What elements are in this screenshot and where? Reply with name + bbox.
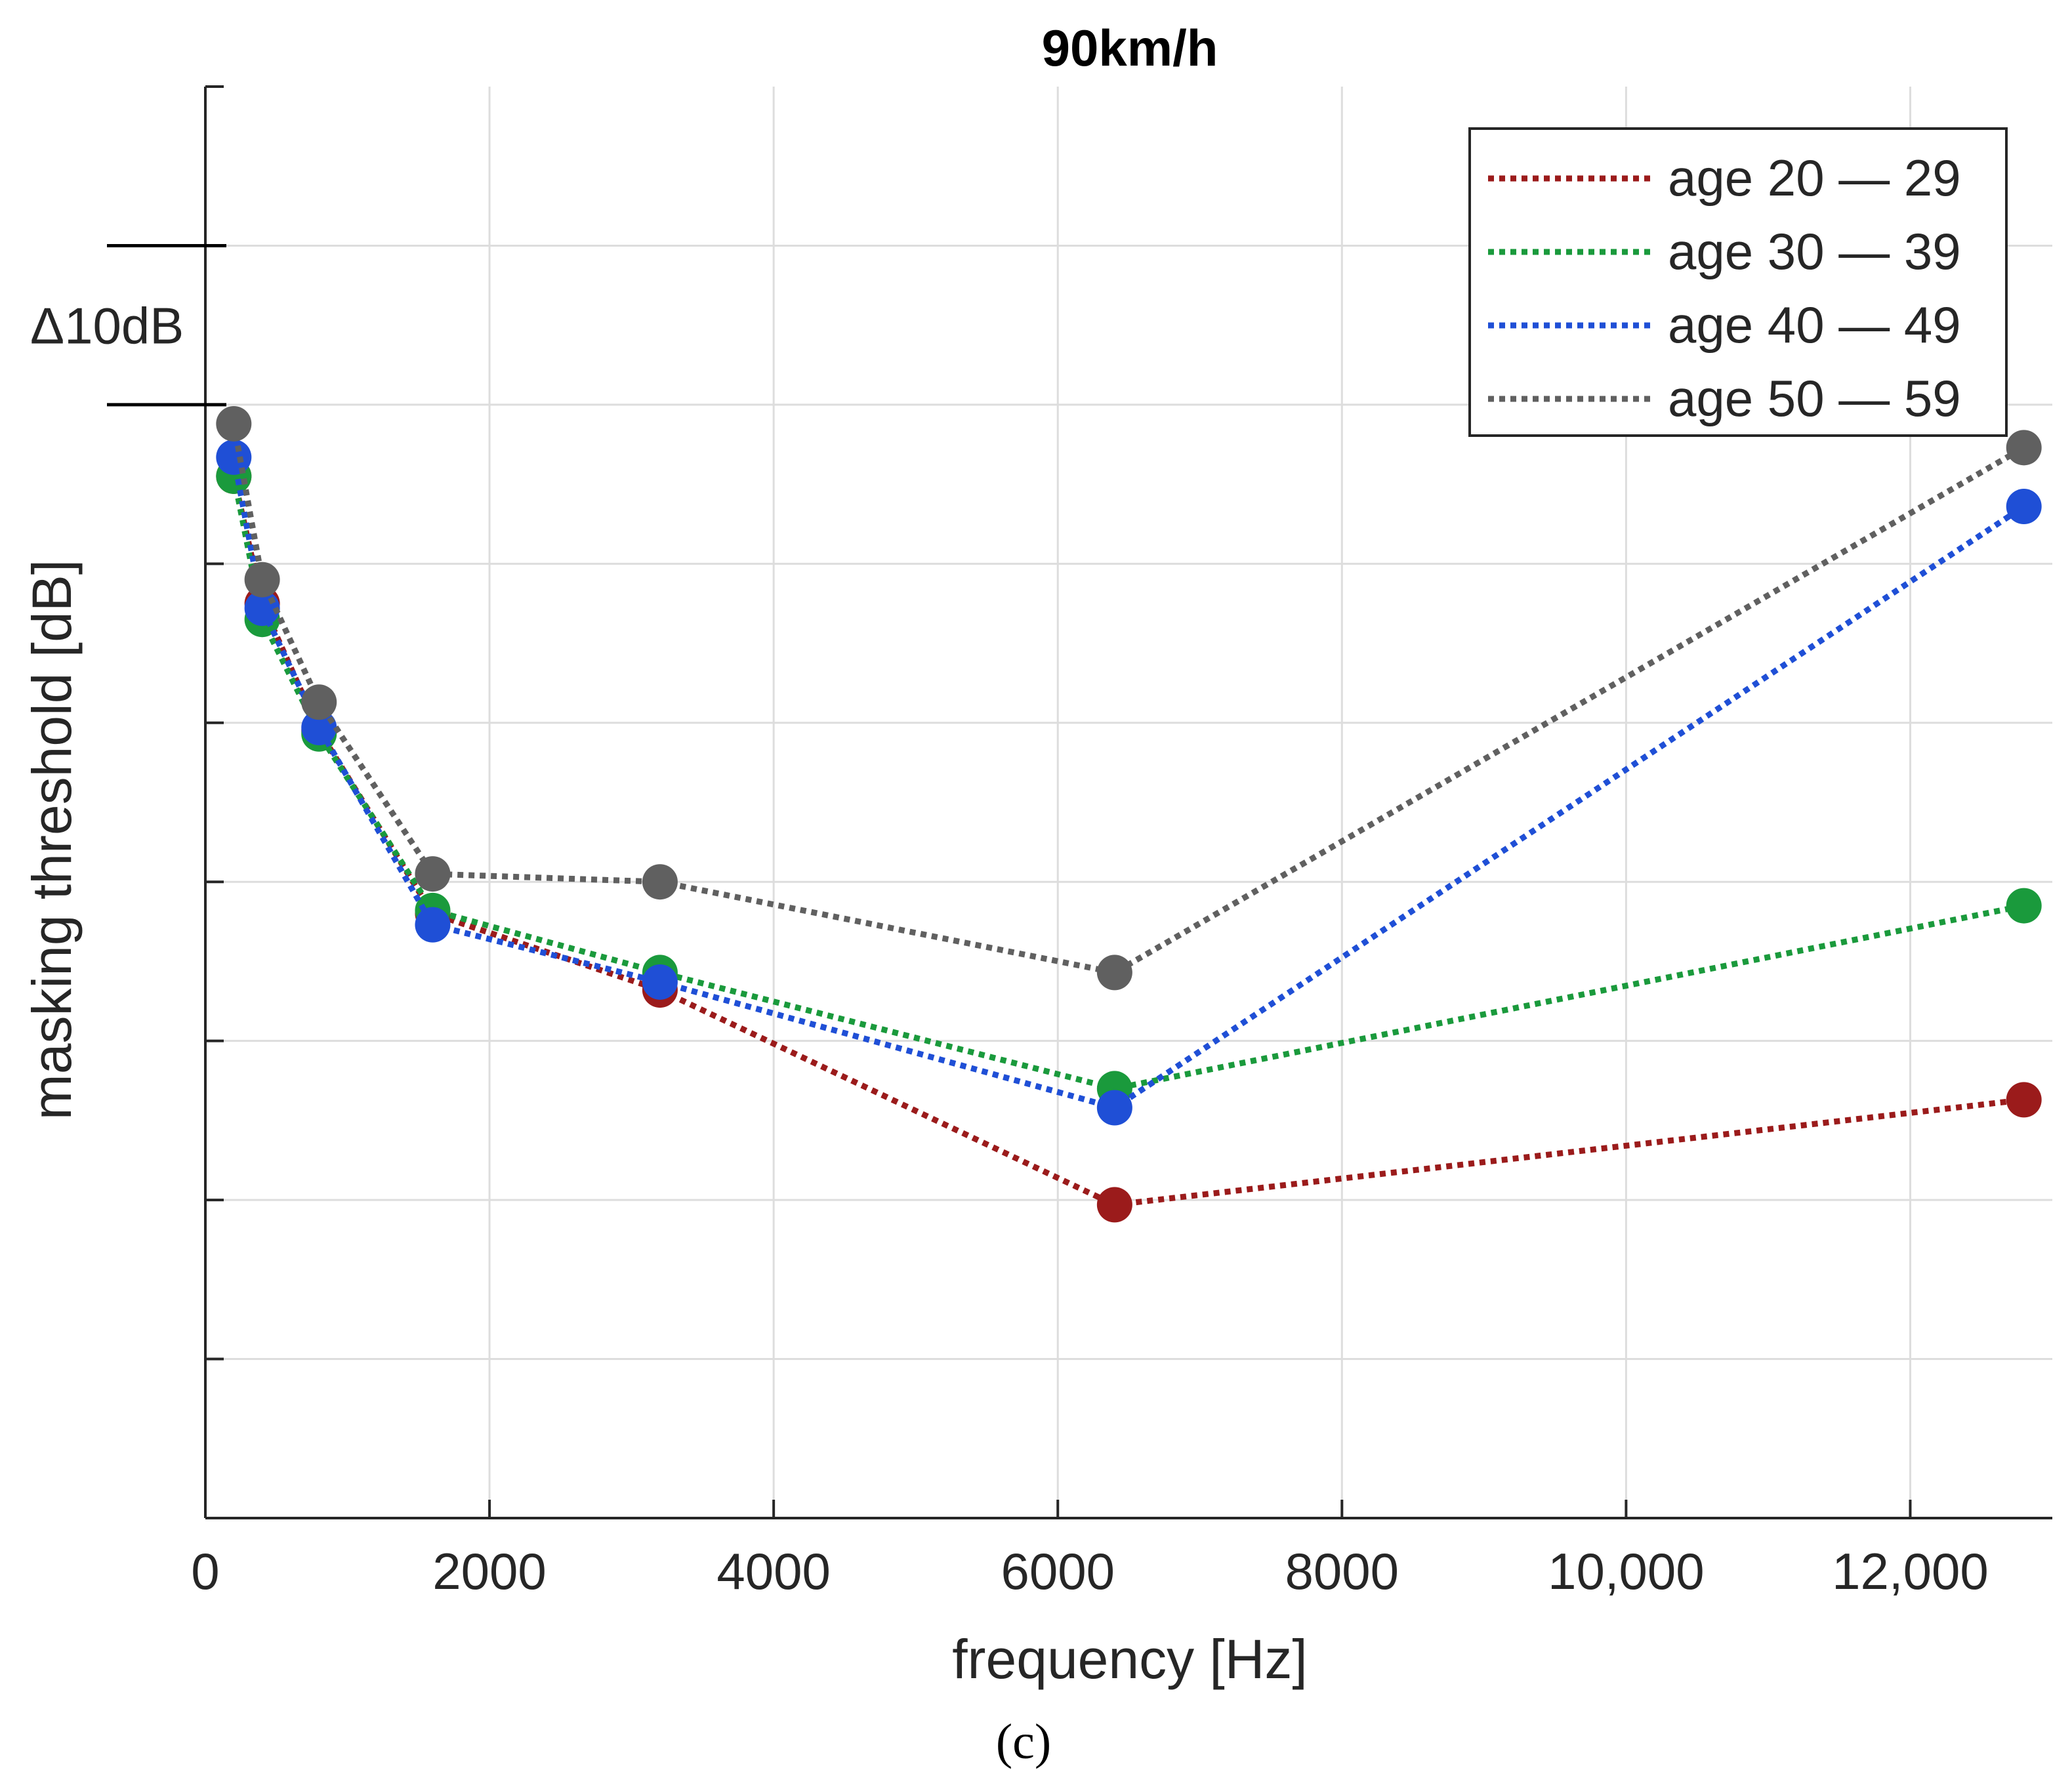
data-point bbox=[244, 562, 280, 598]
data-point bbox=[415, 907, 451, 943]
data-point bbox=[415, 856, 451, 892]
data-point bbox=[642, 964, 678, 1000]
x-tick-label: 10,000 bbox=[1548, 1542, 1705, 1600]
y-axis-label: masking threshold [dB] bbox=[21, 560, 83, 1120]
x-tick-label: 4000 bbox=[716, 1542, 831, 1600]
x-tick-label: 0 bbox=[191, 1542, 219, 1600]
x-tick-label: 2000 bbox=[432, 1542, 547, 1600]
scale-bar: Δ10dB bbox=[30, 243, 226, 407]
figure-caption: (c) bbox=[996, 1714, 1051, 1769]
tick-labels: 0 2000 4000 6000 8000 10,000 12,000 bbox=[191, 1542, 1988, 1600]
data-point bbox=[301, 684, 337, 720]
x-tick-label: 12,000 bbox=[1832, 1542, 1989, 1600]
data-point bbox=[642, 864, 678, 900]
data-point bbox=[1096, 1187, 1132, 1223]
data-point bbox=[301, 710, 337, 746]
axes bbox=[204, 85, 2052, 1519]
series-layer bbox=[216, 405, 2042, 1223]
data-point bbox=[216, 405, 252, 442]
data-point bbox=[1096, 955, 1132, 991]
x-tick-label: 8000 bbox=[1285, 1542, 1399, 1600]
data-point bbox=[2006, 430, 2042, 466]
data-point bbox=[2006, 888, 2042, 924]
data-point bbox=[2006, 489, 2042, 525]
legend-entry: age 40 — 49 bbox=[1668, 296, 1961, 354]
legend-entry: age 30 — 39 bbox=[1668, 222, 1961, 280]
legend: age 20 — 29 age 30 — 39 age 40 — 49 age 50 … bbox=[1468, 127, 2008, 437]
data-point bbox=[216, 439, 252, 475]
legend-entry: age 50 — 59 bbox=[1668, 369, 1961, 427]
x-tick-label: 6000 bbox=[1001, 1542, 1115, 1600]
legend-entry: age 20 — 29 bbox=[1668, 149, 1961, 207]
chart-title: 90km/h bbox=[1042, 19, 1218, 77]
grid bbox=[205, 87, 2052, 1518]
scale-bar-label: Δ10dB bbox=[30, 297, 184, 355]
data-point bbox=[2006, 1082, 2042, 1118]
data-point bbox=[1096, 1090, 1132, 1126]
x-axis-label: frequency [Hz] bbox=[952, 1628, 1308, 1690]
